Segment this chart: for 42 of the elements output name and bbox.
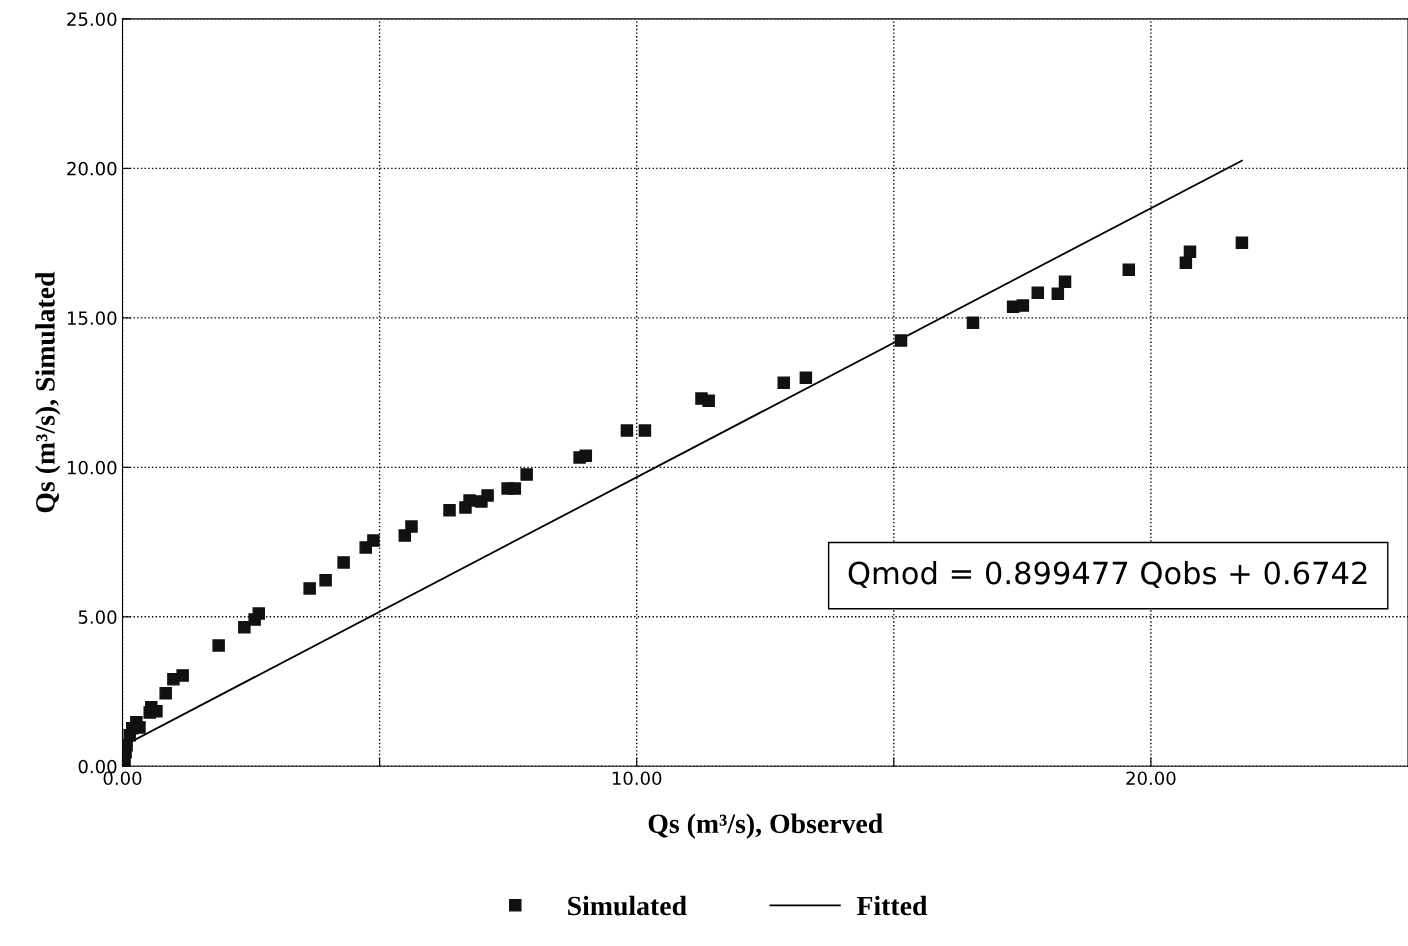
point bbox=[1122, 263, 1136, 276]
y-axis-title: Qs (m³/s), Simulated bbox=[35, 271, 61, 513]
point bbox=[212, 639, 225, 652]
annotation: Qmod = 0.899477 Qobs + 0.6742 bbox=[848, 560, 1367, 589]
point bbox=[1235, 236, 1249, 250]
y-tick-label: 5.00 bbox=[78, 610, 117, 624]
point bbox=[638, 424, 652, 437]
legend-label: Simulated bbox=[568, 895, 687, 916]
point bbox=[337, 556, 350, 569]
point bbox=[579, 449, 593, 462]
point bbox=[1183, 245, 1197, 259]
point bbox=[159, 687, 172, 700]
y-tick-label: 25.00 bbox=[67, 12, 117, 27]
point bbox=[176, 669, 189, 682]
y-tick-label: 10.00 bbox=[67, 460, 117, 475]
point bbox=[1016, 299, 1030, 312]
x-axis-title: Qs (m³/s), Observed bbox=[648, 813, 883, 839]
point bbox=[1058, 275, 1072, 288]
point bbox=[620, 424, 634, 437]
point bbox=[443, 504, 456, 517]
point bbox=[238, 621, 251, 634]
point bbox=[894, 334, 908, 347]
point bbox=[508, 482, 522, 495]
x-tick-label: 20.00 bbox=[1126, 771, 1176, 786]
point bbox=[463, 494, 476, 507]
x-tick-label: 10.00 bbox=[612, 771, 662, 786]
point bbox=[520, 468, 533, 481]
point bbox=[777, 376, 791, 389]
point bbox=[481, 489, 494, 502]
point bbox=[252, 607, 266, 620]
point bbox=[966, 316, 980, 329]
point bbox=[1031, 286, 1045, 299]
y-tick-label: 15.00 bbox=[67, 311, 117, 325]
point bbox=[319, 574, 332, 587]
point bbox=[702, 394, 715, 407]
point bbox=[405, 520, 418, 533]
point bbox=[303, 582, 316, 595]
point bbox=[1051, 287, 1065, 300]
legend-label: Fitted bbox=[856, 895, 928, 916]
point bbox=[799, 371, 813, 384]
y-tick-label: 20.00 bbox=[67, 161, 117, 176]
point bbox=[367, 534, 380, 547]
